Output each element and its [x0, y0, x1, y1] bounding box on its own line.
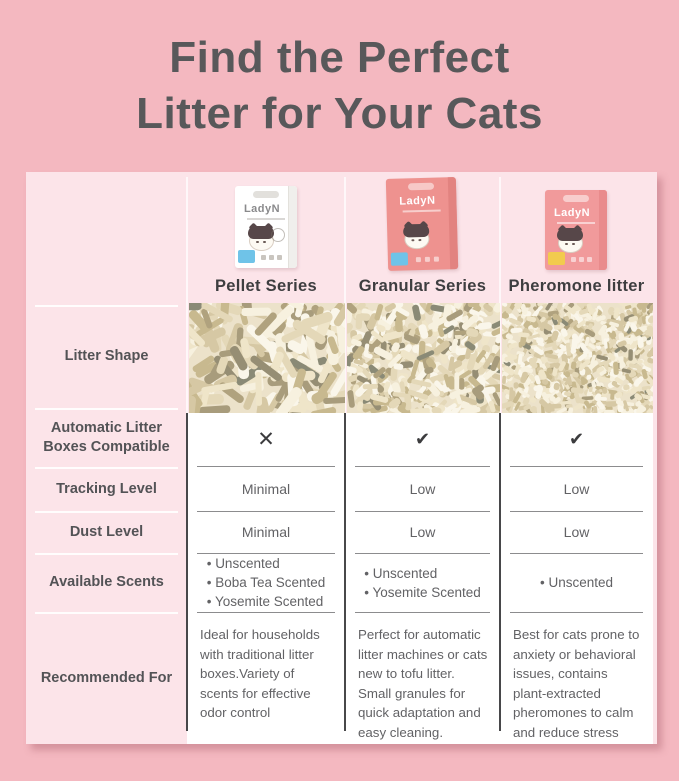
cell-auto-pheromone: ✔: [500, 413, 653, 467]
column-divider-dark: [344, 413, 346, 731]
cell-recommended-granular: Perfect for automatic litter machines or…: [358, 627, 488, 740]
litter-photo-pellet: [189, 303, 345, 413]
box-label-chip-blue: [238, 250, 255, 263]
column-header-granular-series: LadyN Granular Series: [345, 172, 500, 303]
product-box-pellet-icon: LadyN: [235, 186, 297, 268]
row-label-tracking-level: Tracking Level: [26, 467, 187, 511]
cell-tracking-pheromone: Low: [500, 466, 653, 512]
scent-list: Unscented Yosemite Scented: [364, 564, 480, 602]
page-title-line1: Find the Perfect: [169, 33, 510, 82]
x-mark-icon: ✕: [257, 428, 275, 451]
column-title-pellet: Pellet Series: [214, 277, 318, 295]
product-box-pheromone-icon: LadyN: [545, 190, 607, 270]
cell-recommended-pheromone: Best for cats prone to anxiety or behavi…: [513, 627, 640, 740]
box-side-panel: [599, 190, 607, 270]
column-title-granular: Granular Series: [358, 277, 487, 295]
row-label-available-scents: Available Scents: [26, 553, 187, 612]
row-label-dust-level: Dust Level: [26, 511, 187, 553]
cell-tracking-granular: Low: [345, 466, 500, 512]
cell-auto-pellet: ✕: [187, 413, 345, 467]
box-side-panel: [288, 186, 297, 268]
column-divider-light: [499, 177, 501, 413]
page-title: Find the Perfect Litter for Your Cats: [0, 30, 679, 142]
box-tagline-bar: [402, 209, 441, 213]
scent-list: Unscented: [540, 573, 613, 592]
cat-face-icon: [403, 220, 430, 250]
cell-auto-granular: ✔: [345, 413, 500, 467]
column-header-pellet-series: LadyN Pellet Series: [187, 172, 345, 303]
brand-logo: LadyN: [243, 203, 281, 215]
brand-logo: LadyN: [399, 194, 436, 208]
brand-logo: LadyN: [553, 207, 591, 219]
product-box-granular-icon: LadyN: [385, 177, 459, 271]
page-title-line2: Litter for Your Cats: [136, 89, 543, 138]
column-title-pheromone: Pheromone litter: [508, 277, 645, 295]
litter-photo-granular: [347, 303, 500, 413]
box-label-chip-blue: [390, 252, 409, 266]
cell-scents-pellet: Unscented Boba Tea Scented Yosemite Scen…: [187, 553, 345, 613]
cell-dust-pellet: Minimal: [187, 511, 345, 554]
comparison-table: LadyN Pellet Series LadyN: [26, 172, 657, 744]
row-label-litter-shape: Litter Shape: [26, 305, 187, 408]
box-handle-cutout: [253, 191, 279, 198]
box-handle-cutout: [563, 195, 589, 202]
table-body: ✕ ✔ ✔ Minimal Low Low Minimal Low Low Un…: [187, 413, 653, 744]
cat-face-icon: [557, 224, 583, 253]
column-header-pheromone-litter: LadyN Pheromone litter: [500, 172, 653, 303]
column-divider-dark: [499, 413, 501, 731]
column-divider-dark: [186, 413, 188, 731]
check-mark-icon: ✔: [568, 429, 585, 449]
box-tagline-bar: [247, 218, 285, 220]
cell-dust-granular: Low: [345, 511, 500, 554]
row-label-auto-compatible: Automatic Litter Boxes Compatible: [26, 408, 187, 467]
box-handle-cutout: [407, 182, 435, 191]
box-side-panel: [447, 177, 459, 270]
cell-tracking-pellet: Minimal: [187, 466, 345, 512]
scent-list: Unscented Boba Tea Scented Yosemite Scen…: [207, 554, 325, 611]
column-divider-light: [344, 177, 346, 413]
litter-photo-fine: [502, 303, 653, 413]
cell-scents-granular: Unscented Yosemite Scented: [345, 553, 500, 613]
row-label-recommended-for: Recommended For: [26, 612, 187, 744]
cat-face-icon: [248, 222, 274, 251]
cell-recommended-pellet: Ideal for households with traditional li…: [200, 627, 320, 720]
box-round-badge: [271, 228, 285, 242]
cell-scents-pheromone: Unscented: [500, 553, 653, 613]
box-label-chip-yellow: [548, 252, 565, 265]
cell-dust-pheromone: Low: [500, 511, 653, 554]
check-mark-icon: ✔: [414, 429, 431, 449]
column-divider-light: [186, 177, 188, 413]
box-tagline-bar: [557, 222, 595, 224]
